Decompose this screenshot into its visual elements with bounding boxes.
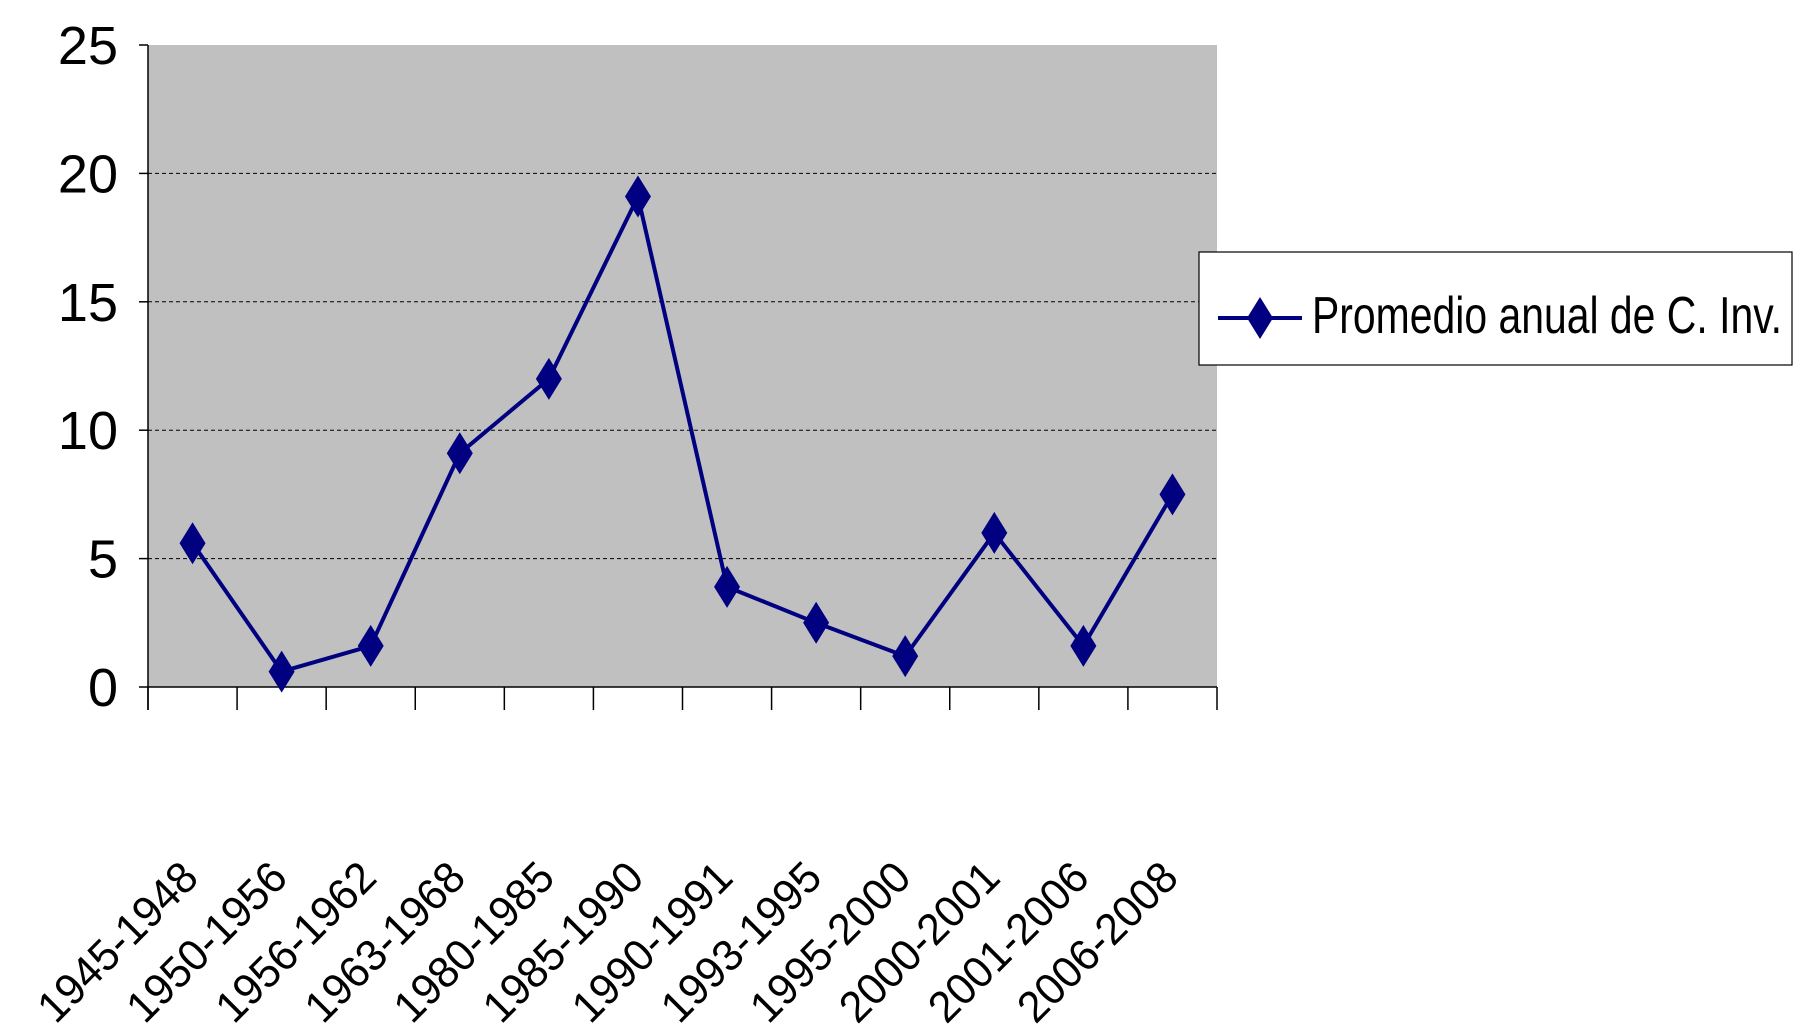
- legend-marker-sample: [1247, 297, 1273, 339]
- data-point-marker: [981, 511, 1008, 554]
- y-tick-label: 25: [58, 16, 118, 76]
- data-point-marker: [357, 624, 384, 667]
- plot-area: [148, 45, 1217, 687]
- y-tick-label: 0: [88, 658, 118, 718]
- y-tick-label: 5: [88, 530, 118, 590]
- data-point-marker: [535, 357, 562, 400]
- y-tick-label: 10: [58, 401, 118, 461]
- y-tick-label: 15: [58, 273, 118, 333]
- data-point-marker: [624, 175, 651, 218]
- data-point-marker: [179, 522, 206, 565]
- data-point-marker: [446, 432, 473, 475]
- series-line: [190, 194, 1175, 674]
- legend-label: Promedio anual de C. Inv.: [1312, 287, 1782, 345]
- y-tick-label: 20: [58, 144, 118, 204]
- data-point-marker: [803, 601, 830, 644]
- y-axis-ticks: 0 5 10 15 20 25: [58, 16, 148, 718]
- series-group: [179, 175, 1186, 693]
- data-point-marker: [714, 565, 741, 608]
- data-point-marker: [1070, 624, 1097, 667]
- gridlines: [148, 172, 1217, 560]
- data-point-marker: [1159, 473, 1186, 516]
- legend: Promedio anual de C. Inv.: [1198, 251, 1793, 366]
- data-point-marker: [892, 635, 919, 678]
- x-axis-ticks: 1945-19481950-19561956-19621963-19681980…: [28, 687, 1218, 1030]
- data-point-marker: [268, 650, 295, 693]
- legend-box: [1198, 251, 1793, 366]
